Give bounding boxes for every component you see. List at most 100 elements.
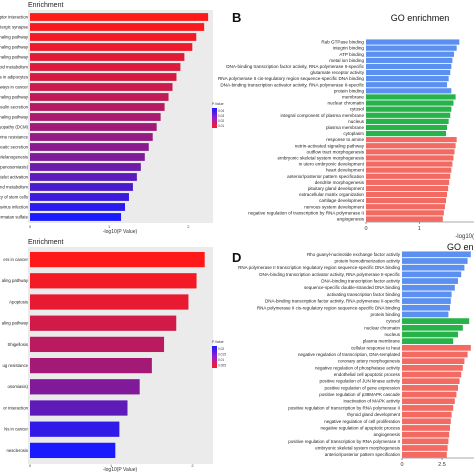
panel-c-category-labels: ers in cancer aling pathway Apoptosis aling… <box>2 257 29 453</box>
category-label: Platelet activation <box>0 174 29 179</box>
panel-a-title: Enrichment <box>28 2 63 9</box>
category-label: anterior/posterior pattern specification <box>287 174 364 179</box>
category-label: inactivation of MAPK activity <box>343 399 400 404</box>
bar <box>366 210 444 216</box>
panel-a-legend-ticks: 0.040.030.020.01 <box>218 109 224 128</box>
category-label: Relaxin signaling pathway <box>0 34 29 39</box>
panel-c-title: Enrichment <box>28 239 63 246</box>
bar <box>366 45 457 51</box>
category-label: DNA-binding transcription factor activit… <box>226 64 364 69</box>
bar <box>402 258 468 264</box>
x-tick-label: 0 <box>29 463 32 468</box>
category-label: positive regulation of JUN kinase activi… <box>319 379 400 384</box>
category-label: nesclerosis <box>7 448 29 453</box>
category-label: Apoptosis <box>9 299 28 304</box>
bar <box>366 137 457 143</box>
category-label: MAPK signaling pathway <box>0 54 29 59</box>
category-label: - chondroitin sulfate / dermatan sulfate <box>0 214 29 219</box>
bar <box>30 273 197 289</box>
category-label: RNA polymerase II cis-regulatory region … <box>257 305 401 310</box>
category-label: Human papillomavirus infection <box>0 204 29 209</box>
category-label: nuclear chromatin <box>364 325 400 330</box>
category-label: Endocrine resistance <box>0 134 29 139</box>
category-label: Shigellosis <box>7 342 28 347</box>
bar <box>30 113 161 121</box>
bar <box>30 33 197 41</box>
category-label: integrin binding <box>333 46 365 51</box>
bar <box>402 351 468 358</box>
category-label: negative regulation of transcription by … <box>248 210 364 215</box>
x-tick-label: 2.5 <box>438 462 446 468</box>
category-label: nuclear chromatin <box>327 101 364 106</box>
category-label: Glutamatergic synapse <box>0 24 29 29</box>
bar <box>30 421 120 437</box>
category-label: ATP binding <box>339 52 364 57</box>
bar <box>366 191 448 198</box>
category-label: aling pathway <box>2 321 29 326</box>
bar <box>30 13 209 21</box>
category-label: ways regulating pluripotency of stem cel… <box>0 194 28 199</box>
bar <box>366 161 453 167</box>
bar <box>30 103 165 111</box>
category-label: embryonic skeletal system morphogenesis <box>277 155 364 160</box>
bar <box>30 193 129 201</box>
legend-tick-label: 0.02 <box>218 347 224 351</box>
bar <box>366 130 446 137</box>
category-label: cytosol <box>386 319 400 324</box>
bar <box>402 271 462 278</box>
bar <box>402 405 454 411</box>
bar <box>402 284 455 291</box>
bar <box>402 431 450 438</box>
category-label: extracellular matrix organization <box>299 192 364 197</box>
bar <box>366 124 448 131</box>
panel-a-category-labels: Neuroactive ligand-receptor interaction G… <box>0 14 29 219</box>
bar <box>30 93 169 101</box>
bar <box>30 183 133 191</box>
bar <box>402 344 471 351</box>
category-label: positive regulation of gene expression <box>324 385 400 390</box>
category-label: activating transcription factor binding <box>327 292 401 297</box>
panel-a-x-ticks: 0 1 2 <box>29 224 190 229</box>
bar <box>366 39 460 45</box>
bar <box>366 94 456 100</box>
bar <box>30 53 185 61</box>
category-label: netrin-activated signaling pathway <box>295 143 365 148</box>
bar <box>366 149 455 155</box>
category-label: RNA polymerase II cis-regulatory region … <box>218 76 364 81</box>
category-label: pituitary gland development <box>308 186 365 191</box>
bar <box>402 438 449 445</box>
category-label: DNA-binding transcription factor activit… <box>265 299 401 304</box>
bar <box>402 391 457 398</box>
legend-tick-label: 0.04 <box>218 109 224 113</box>
bar <box>30 83 173 91</box>
legend-tick-label: 0.005 <box>218 364 226 368</box>
panel-a-legend-gradient <box>212 108 217 128</box>
bar <box>366 204 445 210</box>
category-label: positive regulation of p38MAPK cascade <box>319 392 400 397</box>
panel-b-letter: B <box>232 10 241 25</box>
bar <box>366 216 443 222</box>
panel-d-category-labels: Rho guanyl-nucleotide exchange factor ac… <box>238 252 401 457</box>
category-label: outflow tract morphogenesis <box>307 149 365 154</box>
panel-c: Enrichment ers in cancer aling pathway Apo… <box>2 239 226 473</box>
bar <box>30 123 157 131</box>
category-label: cytosol <box>350 107 364 112</box>
bar <box>366 76 449 82</box>
category-label: Neuroactive ligand-receptor interaction <box>0 14 29 19</box>
category-label: glutamate receptor activity <box>310 70 364 75</box>
x-tick-label: 0 <box>400 462 403 468</box>
panel-b: B GO enrichmen Rab GTPase bindingintegri… <box>218 10 474 240</box>
bar <box>366 106 452 112</box>
bar <box>30 133 153 141</box>
bar <box>402 311 449 318</box>
panel-b-x-axis-label: -log10( <box>455 234 474 240</box>
category-label: protein homodimerization activity <box>334 259 400 264</box>
legend-tick-label: 0.015 <box>218 353 226 357</box>
panel-c-legend-gradient <box>212 346 217 368</box>
category-label: cellular response to heat <box>351 345 401 350</box>
category-label: agas disease (American trypanosomiasis) <box>0 164 29 169</box>
bar <box>402 445 448 451</box>
